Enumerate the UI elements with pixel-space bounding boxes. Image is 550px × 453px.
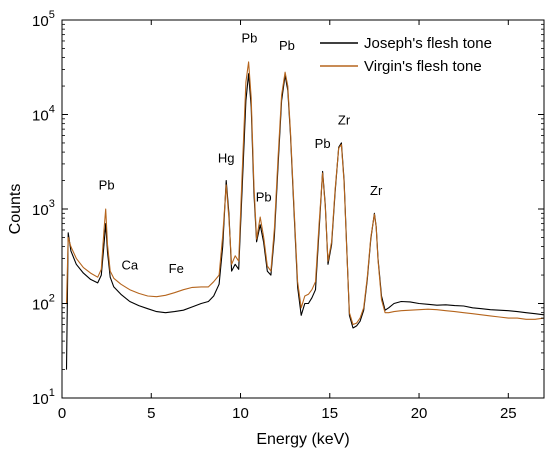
legend-label-1: Virgin's flesh tone	[364, 58, 482, 75]
y-axis-label: Counts	[7, 184, 24, 235]
legend: Joseph's flesh tone Virgin's flesh tone	[320, 35, 492, 75]
peak-annotations: Pb Ca Fe Hg Pb Pb Pb Pb Zr Zr	[99, 30, 383, 276]
x-tick-label-3: 15	[321, 405, 338, 422]
y-axis: 101 102 103 104 105	[32, 9, 544, 408]
y-tick-label-4: 105	[32, 9, 55, 30]
x-axis: 0 5 10 15 20 25	[58, 20, 517, 422]
y-tick-label-3: 104	[32, 104, 55, 125]
x-tick-label-5: 25	[500, 405, 517, 422]
x-tick-label-1: 5	[147, 405, 155, 422]
x-tick-label-0: 0	[58, 405, 66, 422]
annotation-pb-5: Pb	[256, 190, 272, 205]
annotation-pb-0: Pb	[99, 178, 115, 193]
annotation-ca-1: Ca	[122, 257, 139, 272]
x-tick-label-4: 20	[411, 405, 428, 422]
annotation-hg-3: Hg	[218, 151, 235, 166]
annotation-pb-7: Pb	[315, 136, 331, 151]
x-axis-label: Energy (keV)	[256, 431, 349, 448]
legend-label-0: Joseph's flesh tone	[364, 35, 492, 52]
annotation-zr-9: Zr	[370, 183, 383, 198]
x-tick-label-2: 10	[232, 405, 249, 422]
y-tick-label-2: 103	[32, 198, 55, 219]
series-layer	[65, 61, 545, 370]
annotation-pb-6: Pb	[279, 38, 295, 53]
y-tick-label-0: 101	[32, 387, 55, 408]
annotation-fe-2: Fe	[169, 261, 184, 276]
series-line-1	[65, 61, 545, 326]
y-tick-label-1: 102	[32, 293, 55, 314]
annotation-pb-4: Pb	[241, 30, 257, 45]
annotation-zr-8: Zr	[338, 113, 351, 128]
